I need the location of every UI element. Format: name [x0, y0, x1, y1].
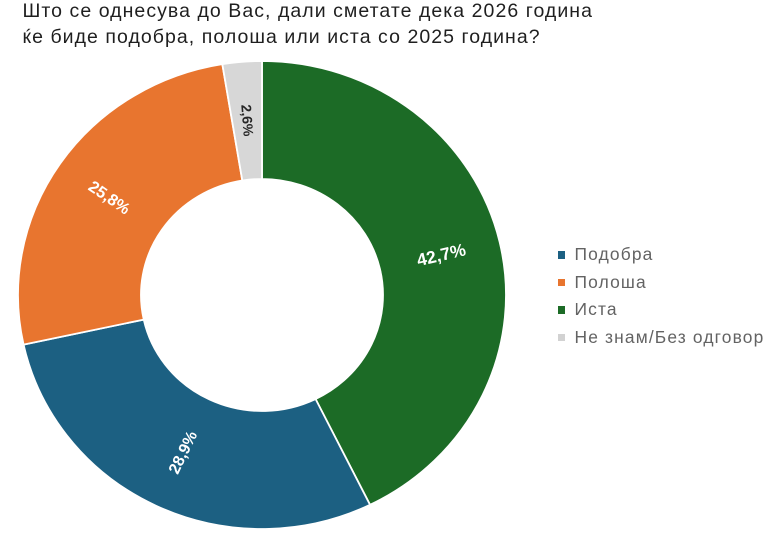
svg-text:2,6%: 2,6% [238, 104, 257, 138]
